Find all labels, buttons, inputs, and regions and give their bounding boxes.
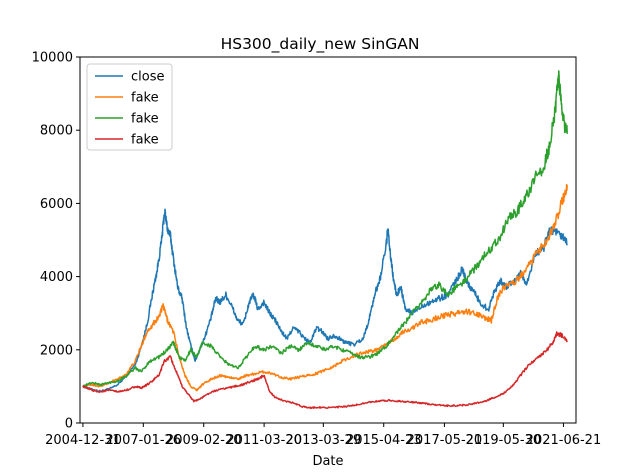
x-axis: 2004-12-312007-01-262009-02-202011-03-20… (45, 423, 601, 448)
y-tick-label: 2000 (40, 343, 73, 358)
x-tick-label: 2017-05-21 (407, 433, 483, 448)
x-axis-label: Date (312, 454, 343, 469)
series-line-3 (82, 331, 568, 410)
legend-label: fake (131, 112, 159, 127)
y-tick-label: 6000 (40, 197, 73, 212)
x-tick-label: 2004-12-31 (45, 433, 121, 448)
x-tick-label: 2007-01-26 (106, 433, 182, 448)
series-line-2 (82, 70, 568, 388)
series-line-0 (82, 208, 568, 393)
legend-label: fake (131, 91, 159, 106)
x-tick-label: 2009-02-20 (166, 433, 242, 448)
y-tick-label: 10000 (32, 51, 73, 66)
legend-label: close (131, 70, 164, 85)
y-tick-label: 8000 (40, 124, 73, 139)
legend-box (86, 63, 173, 151)
chart-title: HS300_daily_new SinGAN (221, 35, 420, 54)
x-tick-label: 2013-03-29 (286, 433, 362, 448)
x-tick-label: 2011-03-20 (226, 433, 302, 448)
x-tick-label: 2019-05-30 (466, 433, 542, 448)
plot-frame (79, 56, 577, 424)
x-tick-label: 2015-04-23 (346, 433, 422, 448)
series-layer (82, 70, 568, 410)
series-line-1 (82, 183, 568, 392)
y-tick-label: 0 (65, 417, 73, 432)
y-axis: 0 2000 4000 6000 8000 10000 (32, 51, 80, 432)
legend: close fake fake fake (86, 63, 173, 151)
legend-label: fake (131, 133, 159, 148)
y-tick-label: 4000 (40, 270, 73, 285)
x-tick-label: 2021-06-21 (526, 433, 602, 448)
